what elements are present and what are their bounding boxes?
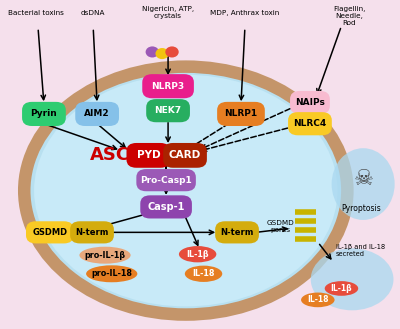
Circle shape	[146, 46, 159, 58]
Text: MDP, Anthrax toxin: MDP, Anthrax toxin	[210, 10, 280, 15]
FancyBboxPatch shape	[288, 112, 332, 135]
Text: ☠: ☠	[353, 169, 373, 189]
Text: IL-1β: IL-1β	[331, 284, 352, 293]
Ellipse shape	[86, 265, 137, 282]
Ellipse shape	[301, 292, 334, 307]
Text: pro-IL-18: pro-IL-18	[91, 269, 132, 278]
Text: Flagellin,
Needle,
Rod: Flagellin, Needle, Rod	[333, 6, 366, 26]
Ellipse shape	[325, 281, 358, 296]
FancyBboxPatch shape	[22, 102, 66, 126]
Text: GSDMD: GSDMD	[32, 228, 68, 237]
Text: NLRP3: NLRP3	[152, 82, 185, 91]
Text: IL-18: IL-18	[192, 269, 215, 278]
Text: N-term: N-term	[75, 228, 109, 237]
Ellipse shape	[24, 67, 347, 315]
Circle shape	[156, 48, 169, 59]
Text: ASC: ASC	[90, 146, 130, 164]
Text: NLRC4: NLRC4	[293, 119, 326, 128]
Text: NLRP1: NLRP1	[224, 110, 258, 118]
Text: N-term: N-term	[220, 228, 254, 237]
Text: NEK7: NEK7	[154, 106, 182, 115]
FancyBboxPatch shape	[142, 74, 194, 98]
Text: Pyrin: Pyrin	[30, 110, 57, 118]
FancyBboxPatch shape	[126, 143, 170, 168]
FancyBboxPatch shape	[136, 169, 196, 191]
Text: PYD: PYD	[136, 150, 160, 160]
FancyBboxPatch shape	[217, 102, 265, 126]
Text: IL-18: IL-18	[307, 295, 328, 304]
Text: Pro-Casp1: Pro-Casp1	[140, 176, 192, 185]
FancyBboxPatch shape	[75, 102, 119, 126]
Ellipse shape	[185, 266, 222, 282]
FancyBboxPatch shape	[215, 221, 259, 243]
Ellipse shape	[179, 246, 216, 262]
Text: dsDNA: dsDNA	[81, 10, 106, 15]
Text: Nigericin, ATP,
crystals: Nigericin, ATP, crystals	[142, 6, 194, 19]
Ellipse shape	[332, 148, 395, 220]
Ellipse shape	[80, 247, 131, 264]
Text: Casp-1: Casp-1	[148, 202, 185, 212]
Text: Pyroptosis: Pyroptosis	[341, 204, 381, 213]
Ellipse shape	[34, 75, 338, 306]
Text: IL-1β: IL-1β	[186, 250, 209, 259]
Text: GSDMD
pores: GSDMD pores	[266, 220, 294, 233]
Text: Bacterial toxins: Bacterial toxins	[8, 10, 64, 15]
FancyBboxPatch shape	[70, 221, 114, 243]
Text: IL-1β and IL-18
secreted: IL-1β and IL-18 secreted	[336, 244, 385, 258]
FancyBboxPatch shape	[146, 99, 190, 122]
Text: CARD: CARD	[169, 150, 201, 160]
Circle shape	[165, 46, 179, 58]
Text: AIM2: AIM2	[84, 110, 110, 118]
FancyBboxPatch shape	[140, 195, 192, 218]
FancyBboxPatch shape	[163, 143, 207, 168]
Text: pro-IL-1β: pro-IL-1β	[84, 251, 126, 260]
FancyBboxPatch shape	[290, 91, 330, 114]
Text: NAIPs: NAIPs	[295, 98, 325, 107]
FancyBboxPatch shape	[26, 221, 74, 243]
Ellipse shape	[311, 248, 394, 310]
